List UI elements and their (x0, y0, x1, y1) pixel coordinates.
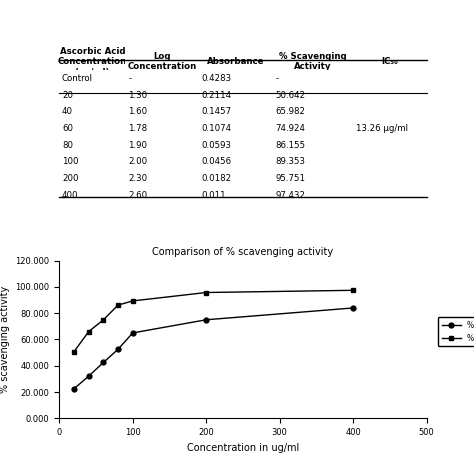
% scavenging Crinum asiaticum (115, 346, 121, 352)
% scavenging Vit C (203, 290, 209, 295)
% scavenging Vit C (100, 317, 106, 323)
Title: Comparison of % scavenging activity: Comparison of % scavenging activity (152, 247, 334, 257)
% scavenging Crinum asiaticum (71, 386, 77, 392)
% scavenging Crinum asiaticum (203, 317, 209, 322)
% scavenging Crinum asiaticum (350, 305, 356, 311)
Y-axis label: % scavenging activity: % scavenging activity (0, 286, 10, 393)
Line: % scavenging Crinum asiaticum: % scavenging Crinum asiaticum (72, 306, 356, 391)
Line: % scavenging Vit C: % scavenging Vit C (72, 288, 356, 354)
% scavenging Crinum asiaticum (130, 330, 136, 336)
% scavenging Crinum asiaticum (100, 360, 106, 365)
% scavenging Crinum asiaticum (86, 374, 91, 379)
% scavenging Vit C (71, 349, 77, 354)
Legend: % scavenging Crinum asiaticum, % scavenging Vit C: % scavenging Crinum asiaticum, % scaveng… (438, 317, 474, 346)
% scavenging Vit C (115, 302, 121, 308)
X-axis label: Concentration in ug/ml: Concentration in ug/ml (187, 443, 299, 453)
% scavenging Vit C (86, 329, 91, 335)
% scavenging Vit C (350, 288, 356, 293)
% scavenging Vit C (130, 298, 136, 304)
